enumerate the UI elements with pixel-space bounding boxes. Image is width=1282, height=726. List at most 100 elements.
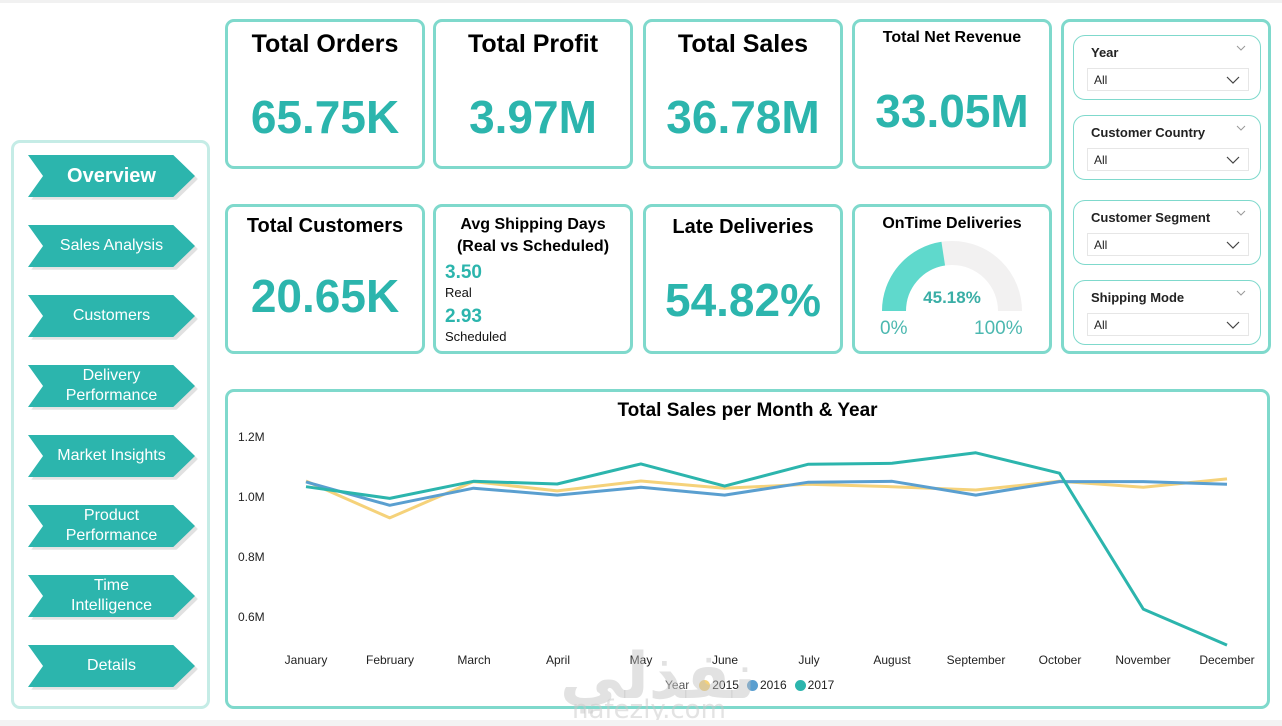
x-tick-label: January <box>284 653 328 667</box>
kpi-title: Total Sales <box>677 30 809 58</box>
shipping-mode-dropdown[interactable]: All <box>1087 313 1249 336</box>
gauge-fill <box>882 241 946 312</box>
data-point-2017-november[interactable] <box>1141 607 1145 611</box>
filters-panel: Year All Customer Country All Customer S… <box>1061 19 1271 354</box>
kpi-card-total-orders: Total Orders 65.75K <box>225 19 425 169</box>
kpi-value: 36.78M <box>666 91 820 143</box>
data-point-2016-february[interactable] <box>388 503 392 507</box>
data-point-2017-march[interactable] <box>472 479 476 483</box>
bottom-divider <box>0 720 1282 726</box>
data-point-2016-may[interactable] <box>639 485 643 489</box>
data-point-2017-may[interactable] <box>639 462 643 466</box>
slicer-collapse-chevron-icon[interactable] <box>1236 123 1246 133</box>
slicer-collapse-chevron-icon[interactable] <box>1236 288 1246 298</box>
top-divider <box>0 0 1282 3</box>
legend-item-2015[interactable]: 2015 <box>699 678 739 692</box>
x-tick-label: June <box>711 653 739 667</box>
legend-label: 2015 <box>712 678 739 692</box>
nav-delivery-performance-button[interactable]: Delivery Performance <box>28 365 195 407</box>
slicer-shipping-mode: Shipping Mode All <box>1073 280 1261 345</box>
data-point-2016-july[interactable] <box>806 480 810 484</box>
scheduled-shipping-days-label: Scheduled <box>445 329 507 344</box>
sales-line-chart: Total Sales per Month & Year 1.2M 1.0M 0… <box>225 389 1270 709</box>
x-tick-label: April <box>545 653 571 667</box>
y-tick-label: 1.2M <box>238 430 265 444</box>
data-point-2015-april[interactable] <box>555 489 559 493</box>
data-point-2017-july[interactable] <box>806 462 810 466</box>
series-line-2016[interactable] <box>305 479 1228 507</box>
data-point-2017-january[interactable] <box>304 485 308 489</box>
slicer-label: Customer Country <box>1091 125 1206 140</box>
chevron-down-icon <box>1226 156 1240 164</box>
data-point-2017-february[interactable] <box>388 496 392 500</box>
kpi-title: Total Customers <box>246 215 404 237</box>
data-point-2017-june[interactable] <box>723 484 727 488</box>
x-tick-label: October <box>1038 653 1082 667</box>
nav-market-insights-button[interactable]: Market Insights <box>28 435 195 477</box>
kpi-card-total-sales: Total Sales 36.78M <box>643 19 843 169</box>
legend-item-2016[interactable]: 2016 <box>746 678 787 692</box>
kpi-value: 33.05M <box>875 85 1029 137</box>
data-point-2015-february[interactable] <box>388 516 392 520</box>
data-point-2017-december[interactable] <box>1225 643 1229 647</box>
nav-customers-button[interactable]: Customers <box>28 295 195 337</box>
dropdown-value: All <box>1094 238 1108 252</box>
data-point-2016-april[interactable] <box>555 493 559 497</box>
nav-sales-analysis-button[interactable]: Sales Analysis <box>28 225 195 267</box>
kpi-card-late-deliveries: Late Deliveries 54.82% <box>643 204 843 354</box>
gauge-value: 45.18% <box>923 288 981 307</box>
slicer-collapse-chevron-icon[interactable] <box>1236 43 1246 53</box>
legend-dot <box>746 679 758 691</box>
ontime-gauge <box>882 241 1022 312</box>
kpi-card-total-net-revenue: Total Net Revenue 33.05M <box>852 19 1052 169</box>
kpi-title: Avg Shipping Days (Real vs Scheduled) <box>436 214 630 258</box>
customer-country-dropdown[interactable]: All <box>1087 148 1249 171</box>
kpi-value: 3.97M <box>469 91 597 143</box>
real-shipping-days-label: Real <box>445 285 472 300</box>
nav-product-performance-button[interactable]: Product Performance <box>28 505 195 547</box>
data-point-2015-november[interactable] <box>1141 485 1145 489</box>
data-point-2015-august[interactable] <box>890 485 894 489</box>
kpi-value: 65.75K <box>250 91 400 143</box>
data-point-2017-october[interactable] <box>1058 471 1062 475</box>
real-shipping-days-value: 3.50 <box>445 262 482 283</box>
legend-dot <box>794 679 806 691</box>
chart-title: Total Sales per Month & Year <box>617 400 878 421</box>
slicer-customer-country: Customer Country All <box>1073 115 1261 180</box>
data-point-2016-june[interactable] <box>723 493 727 497</box>
data-point-2016-september[interactable] <box>974 493 978 497</box>
nav-details-button[interactable]: Details <box>28 645 195 687</box>
data-point-2016-october[interactable] <box>1058 480 1062 484</box>
year-dropdown[interactable]: All <box>1087 68 1249 91</box>
x-tick-label: March <box>457 653 491 667</box>
data-point-2017-april[interactable] <box>555 482 559 486</box>
legend-item-2017[interactable]: 2017 <box>794 678 834 692</box>
data-point-2016-march[interactable] <box>472 486 476 490</box>
data-point-2015-december[interactable] <box>1225 477 1229 481</box>
nav-overview-button[interactable]: Overview <box>28 155 195 197</box>
data-point-2016-december[interactable] <box>1225 482 1229 486</box>
x-tick-label: November <box>1115 653 1171 667</box>
data-point-2017-september[interactable] <box>974 451 978 455</box>
kpi-card-avg-shipping-days: Avg Shipping Days (Real vs Scheduled) 3.… <box>433 204 633 354</box>
slicer-collapse-chevron-icon[interactable] <box>1236 208 1246 218</box>
data-point-2016-january[interactable] <box>304 480 308 484</box>
chevron-down-icon <box>1226 321 1240 329</box>
data-point-2016-august[interactable] <box>890 479 894 483</box>
y-tick-label: 0.8M <box>238 550 265 564</box>
series-line-2017[interactable] <box>305 451 1228 647</box>
kpi-title: Total Profit <box>467 30 599 58</box>
x-tick-label: August <box>873 653 911 667</box>
series-line-2015[interactable] <box>305 477 1228 520</box>
slicer-label: Customer Segment <box>1091 210 1211 225</box>
kpi-title: Late Deliveries <box>672 216 814 238</box>
data-point-2016-november[interactable] <box>1141 480 1145 484</box>
slicer-label: Year <box>1091 45 1119 60</box>
kpi-card-total-customers: Total Customers 20.65K <box>225 204 425 354</box>
data-point-2017-august[interactable] <box>890 461 894 465</box>
customer-segment-dropdown[interactable]: All <box>1087 233 1249 256</box>
nav-time-intelligence-button[interactable]: Time Intelligence <box>28 575 195 617</box>
data-point-2015-may[interactable] <box>639 479 643 483</box>
kpi-title: Total Net Revenue <box>882 29 1022 46</box>
data-point-2015-september[interactable] <box>974 488 978 492</box>
